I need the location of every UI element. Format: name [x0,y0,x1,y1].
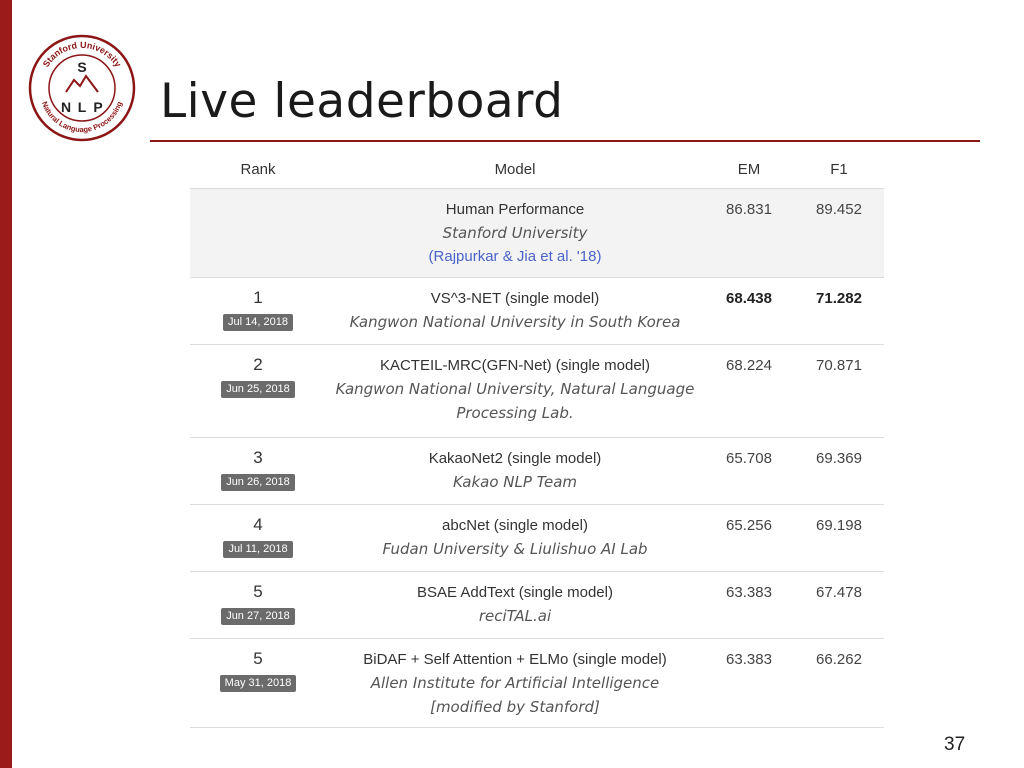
rank-cell: 4 Jul 11, 2018 [190,505,326,558]
table-row: 2 Jun 25, 2018 KACTEIL-MRC(GFN-Net) (sin… [190,345,884,438]
model-org: Kangwon National University, Natural Lan… [335,380,695,398]
leaderboard-rows: 1 Jul 14, 2018 VS^3-NET (single model) K… [190,278,884,728]
rank-number: 5 [253,649,263,668]
table-header: Rank Model EM F1 [190,150,884,189]
model-cell: VS^3-NET (single model) Kangwon National… [326,278,704,334]
table-row: 4 Jul 11, 2018 abcNet (single model) Fud… [190,505,884,572]
rank-cell: 1 Jul 14, 2018 [190,278,326,331]
em-score: 86.831 [726,201,772,218]
human-performance-row: Human Performance Stanford University (R… [190,189,884,278]
rank-number: 4 [253,515,263,534]
em-score: 68.438 [726,290,772,307]
left-accent-bar [0,0,12,768]
f1-score: 71.282 [816,290,862,307]
rank-cell [190,189,326,199]
rank-cell: 5 Jun 27, 2018 [190,572,326,625]
model-cell: KACTEIL-MRC(GFN-Net) (single model) Kang… [326,345,704,425]
model-org: [modified by Stanford] [430,698,600,716]
em-score: 63.383 [726,584,772,601]
title-divider [150,140,980,142]
date-badge: Jun 27, 2018 [221,608,295,625]
date-badge: Jun 25, 2018 [221,381,295,398]
model-org: Fudan University & Liulishuo AI Lab [382,540,648,558]
table-row: 1 Jul 14, 2018 VS^3-NET (single model) K… [190,278,884,345]
svg-text:S: S [77,59,86,75]
model-name: BSAE AddText (single model) [417,584,613,601]
f1-score: 66.262 [816,651,862,668]
date-badge: May 31, 2018 [219,675,297,692]
table-row: 5 May 31, 2018 BiDAF + Self Attention + … [190,639,884,728]
header-rank: Rank [240,160,276,178]
model-cell: KakaoNet2 (single model) Kakao NLP Team [326,438,704,494]
rank-number: 5 [253,582,263,601]
stanford-nlp-logo: Stanford University Natural Language Pro… [28,34,136,142]
model-name: Human Performance [445,201,585,218]
stanford-nlp-seal-icon: Stanford University Natural Language Pro… [28,34,136,142]
rank-number: 2 [253,355,263,374]
header-em: EM [737,160,761,178]
em-score: 65.256 [726,517,772,534]
model-name: KakaoNet2 (single model) [428,450,602,467]
model-cell: abcNet (single model) Fudan University &… [326,505,704,561]
table-row: 5 Jun 27, 2018 BSAE AddText (single mode… [190,572,884,639]
rank-number: 1 [253,288,263,307]
date-badge: Jul 14, 2018 [223,314,293,331]
reference-link[interactable]: (Rajpurkar & Jia et al. '18) [428,248,602,265]
model-org: Processing Lab. [456,404,574,422]
model-name: VS^3-NET (single model) [430,290,600,307]
f1-score: 89.452 [816,201,862,218]
em-score: 65.708 [726,450,772,467]
model-org: Kangwon National University in South Kor… [349,313,681,331]
f1-score: 70.871 [816,357,862,374]
rank-cell: 3 Jun 26, 2018 [190,438,326,491]
model-org: reciTAL.ai [478,607,552,625]
svg-text:P: P [93,99,102,115]
em-score: 63.383 [726,651,772,668]
model-org: Stanford University [442,224,588,242]
f1-score: 69.369 [816,450,862,467]
slide-title: Live leaderboard [160,74,564,129]
header-f1: F1 [830,160,848,178]
table-row: 3 Jun 26, 2018 KakaoNet2 (single model) … [190,438,884,505]
leaderboard-table: Rank Model EM F1 Human Performance Stanf… [190,150,884,728]
header-model: Model [494,160,536,178]
date-badge: Jul 11, 2018 [223,541,293,558]
page-number: 37 [944,734,966,755]
rank-cell: 5 May 31, 2018 [190,639,326,692]
model-name: KACTEIL-MRC(GFN-Net) (single model) [379,357,651,374]
svg-text:L: L [78,99,87,115]
model-cell: BiDAF + Self Attention + ELMo (single mo… [326,639,704,719]
svg-text:N: N [61,99,71,115]
model-org: Allen Institute for Artificial Intellige… [370,674,660,692]
model-cell: Human Performance Stanford University (R… [326,189,704,269]
f1-score: 69.198 [816,517,862,534]
em-score: 68.224 [726,357,772,374]
model-name: BiDAF + Self Attention + ELMo (single mo… [363,651,667,668]
rank-number: 3 [253,448,263,467]
model-name: abcNet (single model) [442,517,588,534]
rank-cell: 2 Jun 25, 2018 [190,345,326,398]
f1-score: 67.478 [816,584,862,601]
model-cell: BSAE AddText (single model) reciTAL.ai [326,572,704,628]
model-org: Kakao NLP Team [452,473,578,491]
date-badge: Jun 26, 2018 [221,474,295,491]
